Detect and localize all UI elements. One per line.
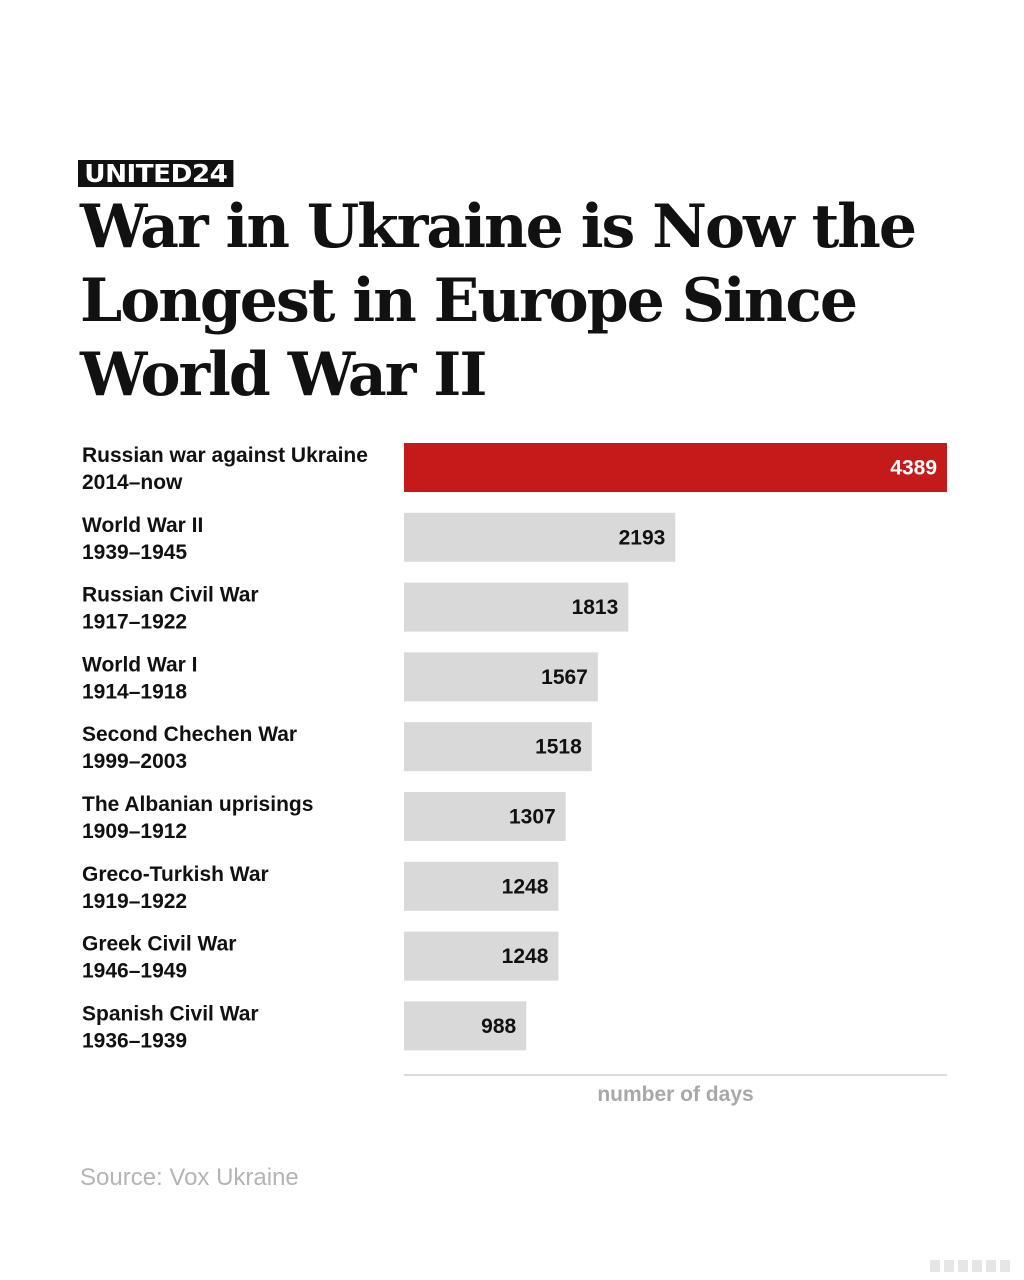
bar-value-label: 1307 xyxy=(509,806,556,829)
bar-6 xyxy=(404,792,566,841)
category-period-label: 1946–1949 xyxy=(82,960,187,983)
united24-logo: UNITED24 xyxy=(78,160,234,187)
bar-5 xyxy=(404,722,592,772)
bar-value-label: 4389 xyxy=(890,457,937,480)
bar-2 xyxy=(404,512,676,562)
bar-value-label: 1813 xyxy=(572,596,619,619)
category-name-label: Russian war against Ukraine xyxy=(82,444,368,467)
bar-value-label: 988 xyxy=(481,1015,516,1038)
category-period-label: 1914–1918 xyxy=(82,680,187,703)
category-period-label: 1936–1939 xyxy=(82,1029,187,1052)
category-name-label: World War II xyxy=(82,514,203,537)
source-note: Source: Vox Ukraine xyxy=(80,1164,299,1191)
category-name-label: Russian Civil War xyxy=(82,584,259,607)
bar-value-label: 1248 xyxy=(502,875,549,898)
bar-1 xyxy=(404,443,947,492)
chart-title: War in Ukraine is Now the Longest in Eur… xyxy=(80,192,917,410)
category-name-label: The Albanian uprisings xyxy=(82,793,313,816)
bar-7 xyxy=(404,861,559,911)
bar-value-label: 1567 xyxy=(541,666,588,689)
bar-value-label: 1248 xyxy=(502,945,549,968)
bar-8 xyxy=(404,931,559,981)
category-period-label: 1919–1922 xyxy=(82,890,187,913)
category-name-label: Second Chechen War xyxy=(82,723,297,746)
category-name-label: World War I xyxy=(82,653,198,676)
category-name-label: Greek Civil War xyxy=(82,933,236,956)
category-period-label: 1999–2003 xyxy=(82,750,187,773)
category-period-label: 1917–1922 xyxy=(82,611,187,634)
category-period-label: 2014–now xyxy=(82,471,183,494)
watermark xyxy=(930,1260,1010,1272)
bar-value-label: 2193 xyxy=(619,526,666,549)
bar-9 xyxy=(404,1001,527,1051)
bar-4 xyxy=(404,652,598,702)
category-period-label: 1909–1912 xyxy=(82,820,187,843)
category-name-label: Spanish Civil War xyxy=(82,1002,259,1025)
category-period-label: 1939–1945 xyxy=(82,541,187,564)
bar-3 xyxy=(404,582,629,632)
x-axis-label: number of days xyxy=(597,1083,753,1106)
category-name-label: Greco-Turkish War xyxy=(82,863,269,886)
bar-value-label: 1518 xyxy=(535,736,582,759)
